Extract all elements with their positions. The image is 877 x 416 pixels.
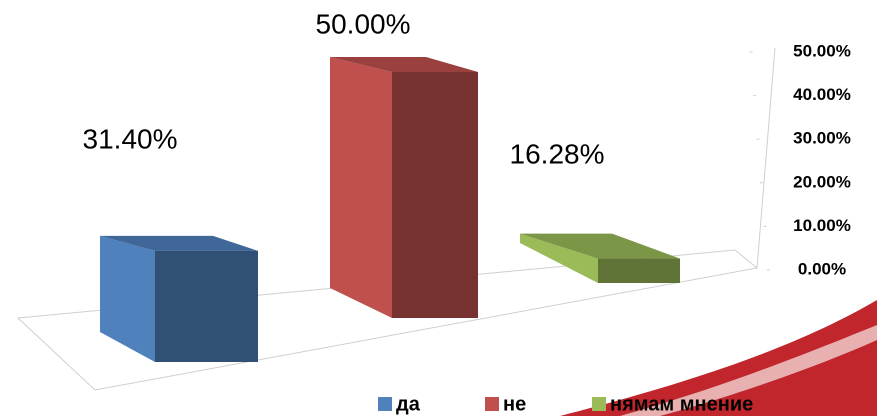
bar-side xyxy=(330,57,392,318)
y-tick-label: 40.00% xyxy=(793,85,851,104)
value-label: 16.28% xyxy=(510,138,605,169)
legend-swatch xyxy=(378,397,392,411)
legend-swatch xyxy=(592,397,606,411)
y-tick-label: 50.00% xyxy=(793,41,851,60)
y-tick-label: 30.00% xyxy=(793,129,851,148)
value-label: 31.40% xyxy=(83,123,178,154)
bar-top xyxy=(330,57,478,72)
y-tick-label: 20.00% xyxy=(793,172,851,191)
value-label: 50.00% xyxy=(316,8,411,39)
legend-label: да xyxy=(396,393,421,415)
bar-top xyxy=(100,235,258,251)
axis-line xyxy=(756,47,776,269)
legend-label: нямам мнение xyxy=(610,393,753,415)
decor-swoosh xyxy=(560,300,877,416)
bar-top xyxy=(520,233,680,259)
bar xyxy=(155,250,258,362)
bar xyxy=(598,258,680,283)
legend-label: не xyxy=(503,393,526,415)
bar xyxy=(392,72,478,318)
bar-side xyxy=(520,233,598,283)
legend-swatch xyxy=(485,397,499,411)
bar-side xyxy=(100,235,155,362)
y-tick-label: 10.00% xyxy=(793,216,851,235)
y-tick-label: 0.00% xyxy=(798,259,846,278)
